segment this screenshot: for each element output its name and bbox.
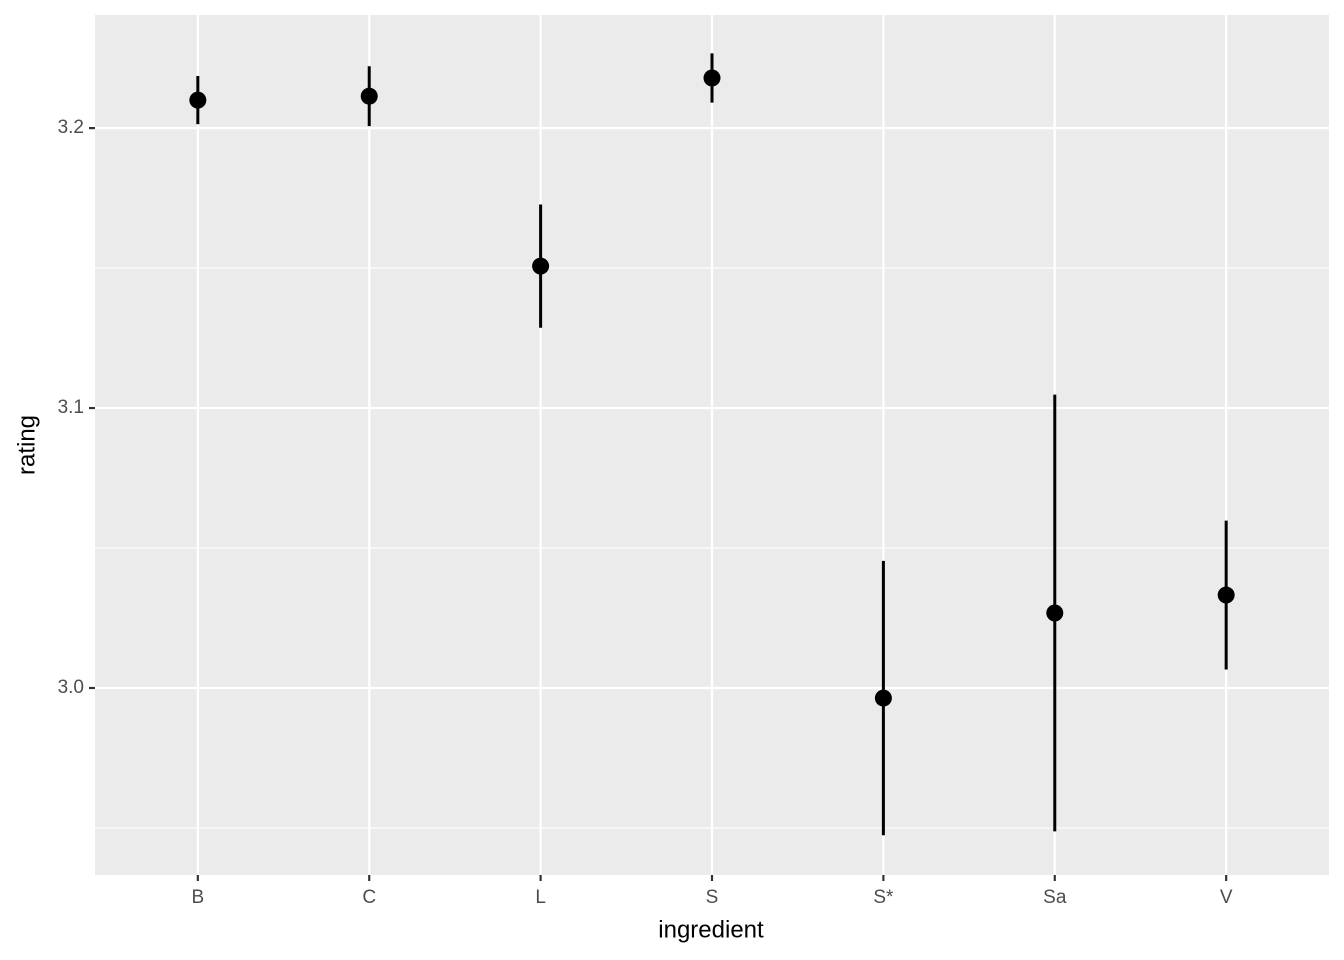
x-tick-label: L	[535, 887, 546, 908]
point	[1046, 604, 1064, 622]
x-axis-title: ingredient	[658, 916, 764, 943]
x-tick-label: S	[706, 887, 719, 908]
y-tick-label: 3.2	[58, 117, 84, 138]
y-tick-label: 3.0	[58, 677, 84, 698]
point	[1217, 586, 1235, 604]
x-tick-label: C	[362, 887, 376, 908]
x-tick-label: B	[191, 887, 204, 908]
point	[189, 91, 207, 109]
point	[360, 87, 378, 105]
point	[874, 689, 892, 707]
y-tick-label: 3.1	[58, 397, 84, 418]
x-tick-label: S*	[873, 887, 894, 908]
y-axis-title: rating	[13, 415, 40, 475]
point	[532, 257, 550, 275]
x-tick-label: Sa	[1043, 887, 1067, 908]
point	[703, 69, 721, 87]
x-tick-label: V	[1220, 887, 1233, 908]
